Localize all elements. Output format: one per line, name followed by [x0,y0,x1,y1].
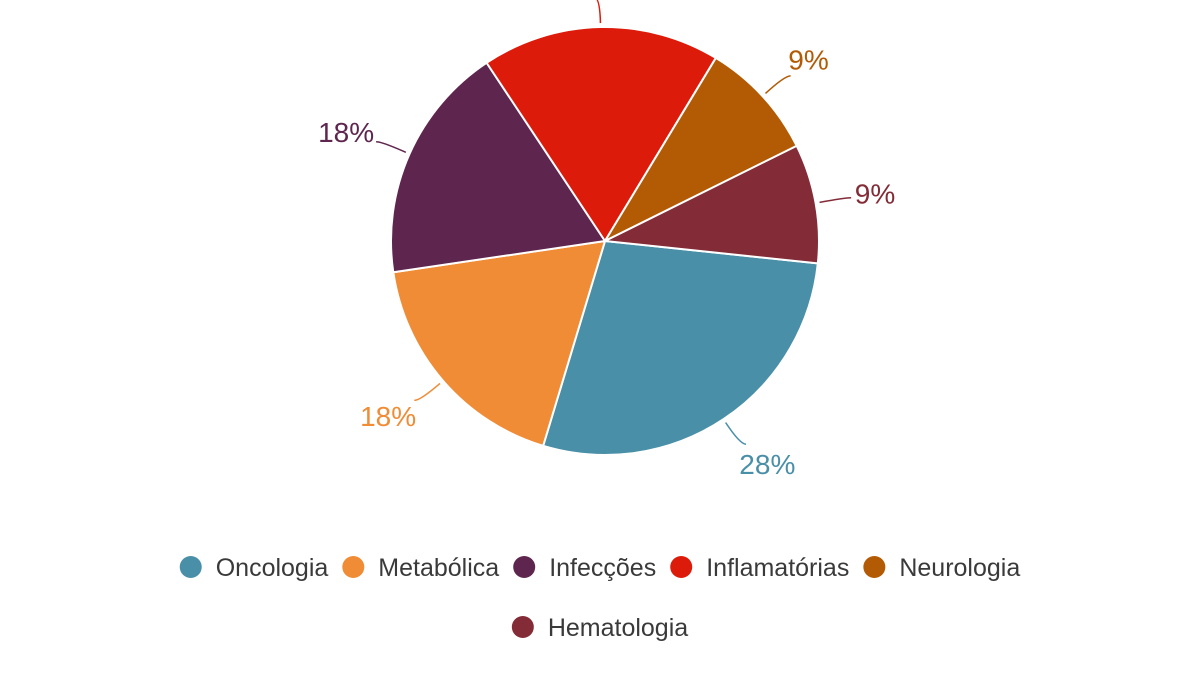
slice-label: 18% [360,401,416,432]
pie-slice-oncologia [542,240,819,456]
leader-line [819,197,852,204]
pie-slice-inflamatórias [485,26,717,242]
slice-label: 9% [855,179,895,210]
legend-label: Infecções [549,554,656,582]
slice-label: 18% [318,117,374,148]
leader-line [376,141,407,154]
pie-slice-metabólica [392,240,606,447]
legend-item-inflamatórias[interactable]: Inflamatórias [670,554,849,582]
legend-item-oncologia[interactable]: Oncologia [179,554,329,582]
legend-swatch [179,556,202,578]
legend: Oncologia Metabólica Infecções Inflamatória… [179,554,1020,642]
leader-line [764,75,791,94]
leader-line [414,382,441,402]
pie-slice-hematologia [604,144,820,265]
legend-item-neurologia[interactable]: Neurologia [863,554,1020,582]
legend-item-hematologia[interactable]: Hematologia [511,614,688,642]
pie-slices [390,26,820,456]
pie-slice-neurologia [604,56,798,242]
legend-item-metabólica[interactable]: Metabólica [342,554,499,582]
legend-swatch [342,556,365,578]
legend-label: Neurologia [899,554,1020,582]
slice-label: 28% [739,449,795,480]
legend-item-infecções[interactable]: Infecções [513,554,656,582]
slice-label: 9% [788,45,828,76]
leader-line [596,0,602,24]
legend-swatch [670,556,693,578]
legend-swatch [863,556,886,578]
legend-label: Metabólica [378,554,499,582]
pie-slice-infecções [390,61,606,274]
legend-label: Hematologia [548,614,688,642]
legend-label: Oncologia [216,554,329,582]
legend-label: Inflamatórias [706,554,849,582]
legend-swatch [513,556,536,578]
slice-labels: 28%18%18%18%9%9% [318,45,895,481]
label-leaders [376,0,852,445]
legend-swatch [511,616,534,638]
leader-line [725,422,747,445]
